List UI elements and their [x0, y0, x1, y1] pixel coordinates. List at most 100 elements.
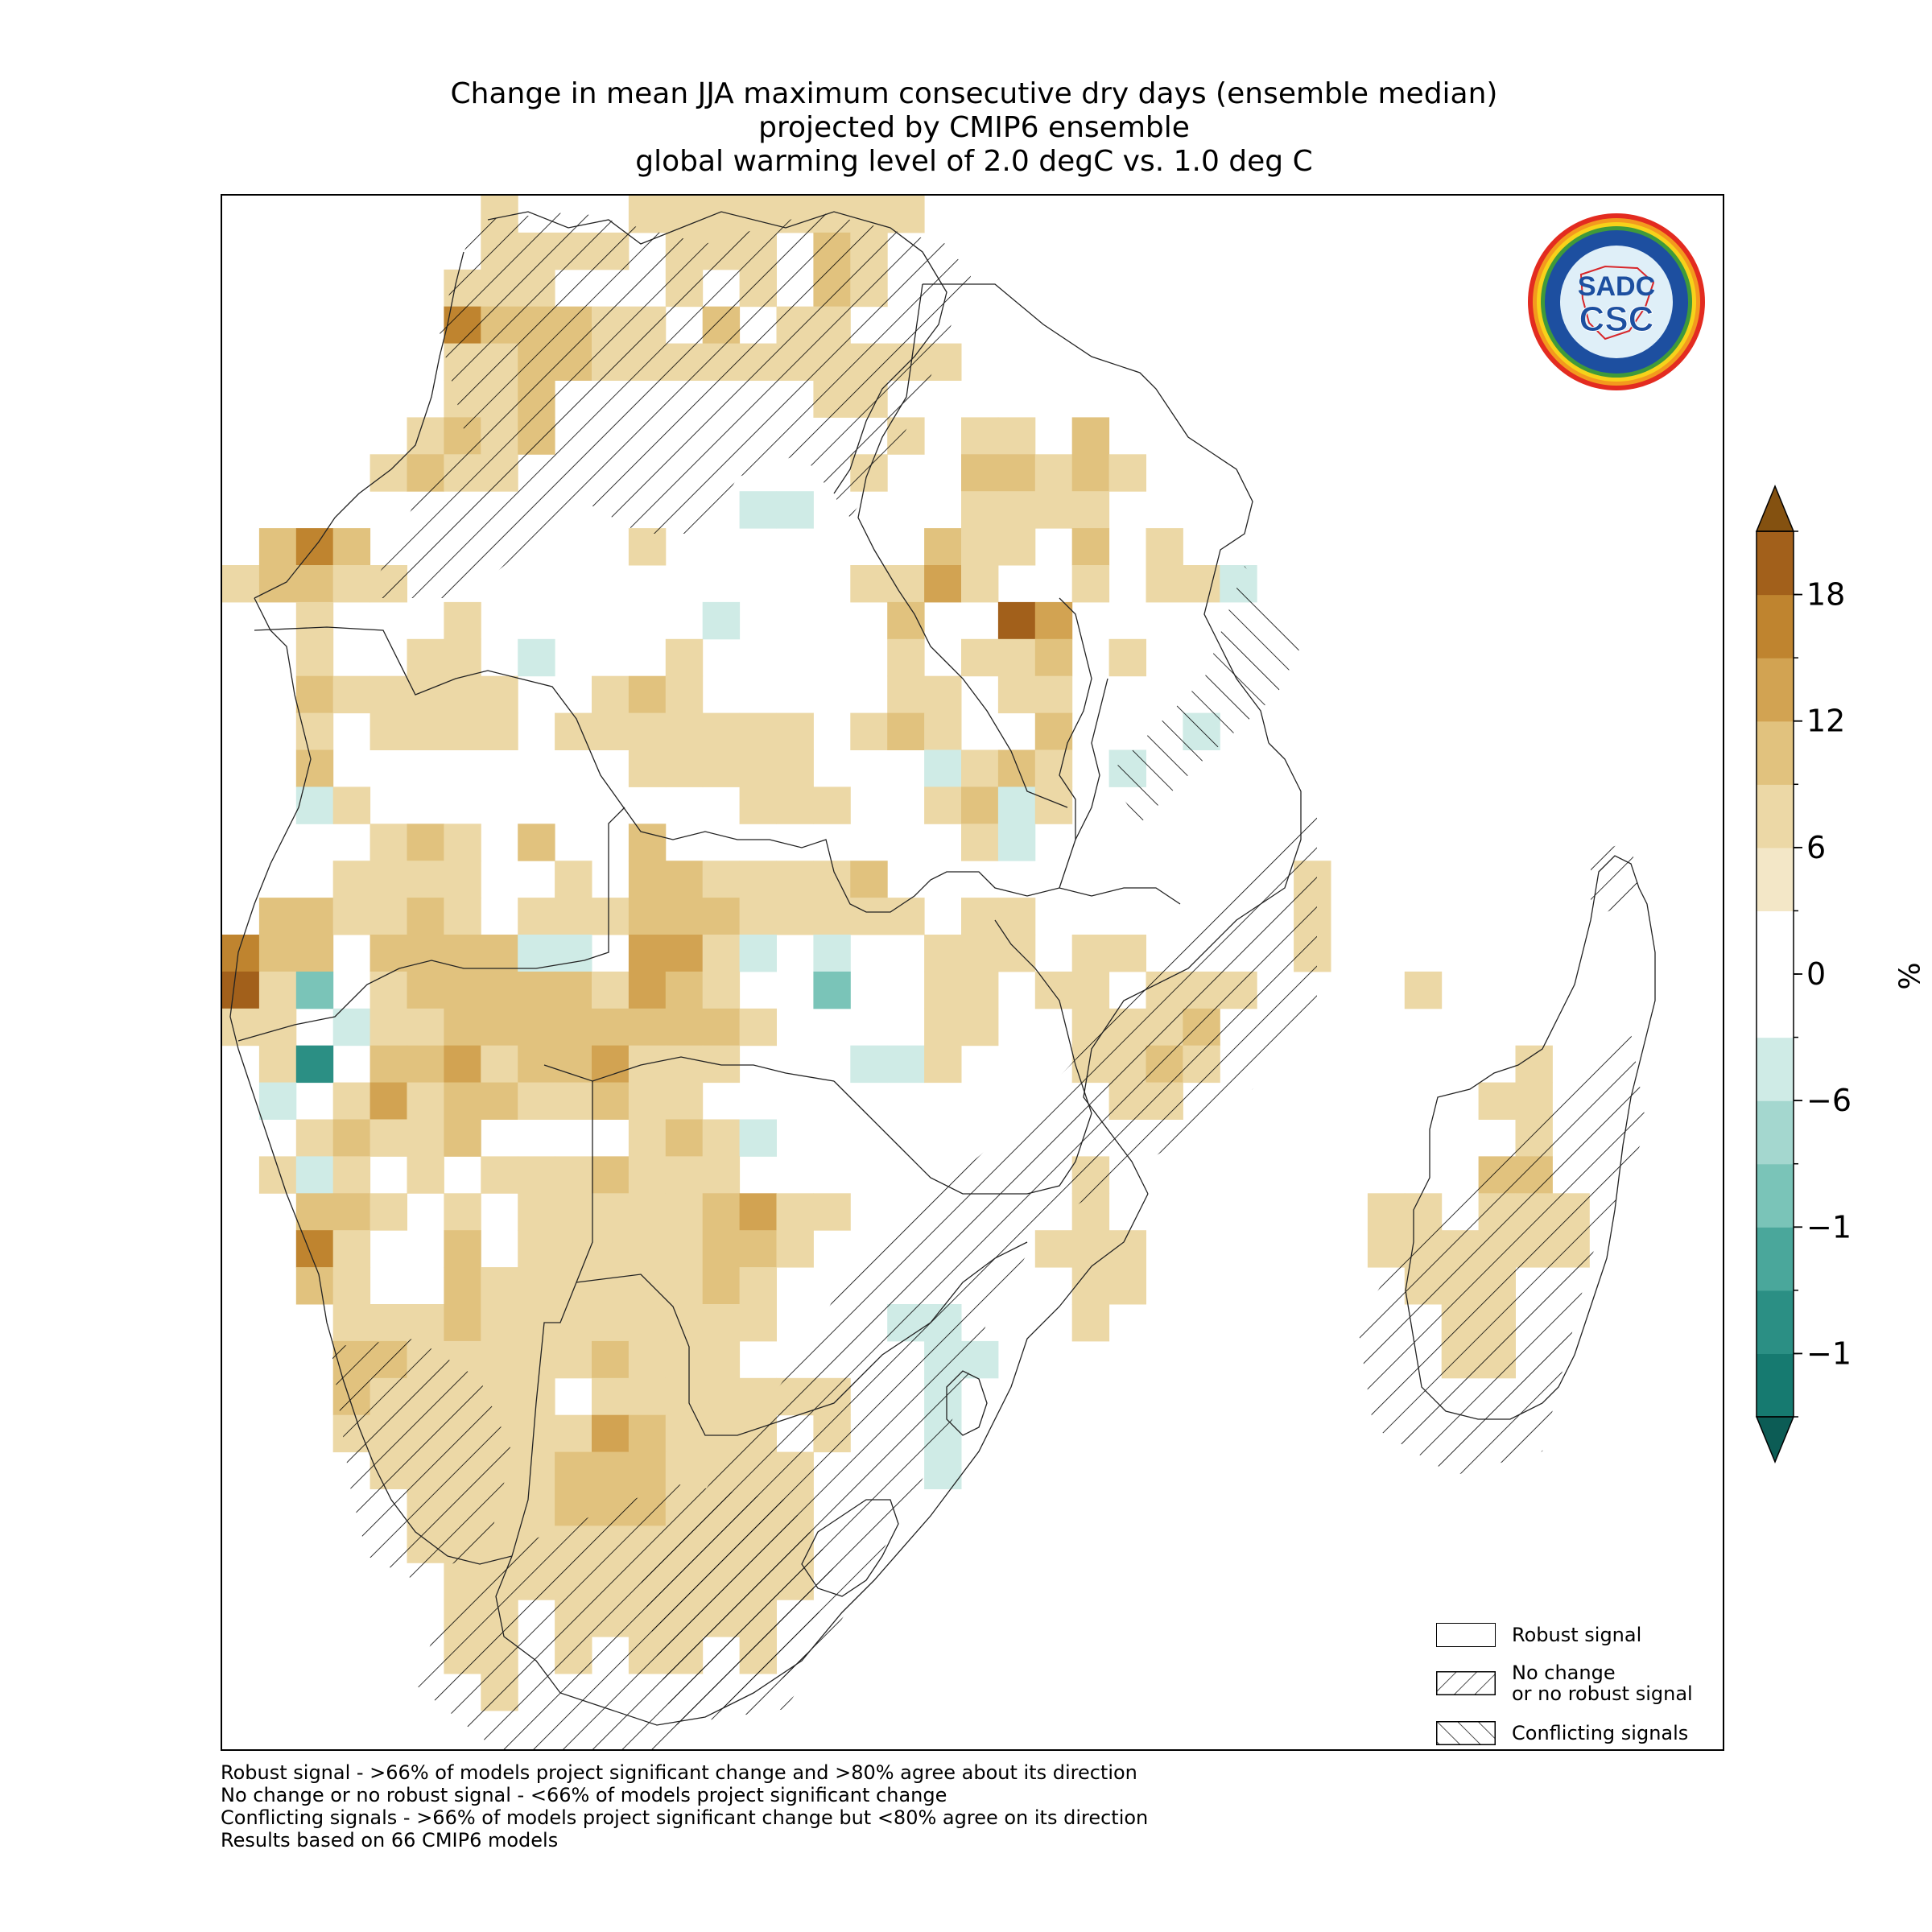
- grid-cell: [258, 1082, 297, 1120]
- grid-cell: [997, 638, 1036, 677]
- grid-cell: [702, 196, 741, 233]
- grid-cell: [665, 712, 704, 750]
- grid-cell: [332, 1119, 371, 1157]
- grid-cell: [702, 1156, 741, 1194]
- border-zimbabwe: [833, 919, 1092, 1195]
- grid-cell: [444, 861, 481, 898]
- grid-cell: [295, 565, 334, 603]
- border-south-coast: [495, 1193, 1149, 1726]
- grid-cell: [665, 1377, 704, 1416]
- grid-cell: [739, 786, 777, 824]
- grid-cell: [702, 1119, 741, 1157]
- grid-cell: [961, 528, 999, 566]
- grid-cell: [518, 1045, 555, 1084]
- grid-cell: [850, 861, 888, 898]
- grid-cell: [1034, 491, 1073, 529]
- grid-cell: [481, 1304, 518, 1342]
- grid-cell: [407, 898, 444, 935]
- grid-cell: [739, 1230, 777, 1268]
- grid-cell: [407, 417, 444, 455]
- grid-cell: [739, 1193, 777, 1231]
- grid-cell: [702, 935, 741, 972]
- grid-cell: [592, 1156, 630, 1194]
- grid-cell: [369, 712, 407, 750]
- grid-cell: [481, 1008, 518, 1046]
- grid-cell: [665, 749, 704, 787]
- grid-cell: [628, 712, 667, 750]
- grid-cell: [997, 675, 1036, 714]
- colorbar-segment: [1757, 784, 1794, 848]
- grid-cell: [1108, 454, 1146, 492]
- grid-cell: [407, 1045, 444, 1084]
- grid-cell: [850, 712, 888, 750]
- grid-cell: [444, 1304, 481, 1342]
- grid-cell: [776, 786, 814, 824]
- colorbar-unit-label: %: [1893, 962, 1927, 990]
- grid-cell: [628, 1156, 667, 1194]
- legend-swatch-robust: [1436, 1623, 1496, 1647]
- grid-cell: [295, 1156, 334, 1194]
- grid-cell: [924, 786, 962, 824]
- grid-cell: [444, 898, 481, 935]
- grid-cell: [702, 971, 741, 1009]
- hatch-madagascar-north: [1591, 840, 1639, 920]
- grid-cell: [332, 1082, 371, 1120]
- border-madagascar: [1405, 855, 1656, 1420]
- grid-cell: [628, 1451, 667, 1489]
- legend-label-conflicting: Conflicting signals: [1512, 1722, 1689, 1744]
- border-botswana-sa: [576, 1241, 1028, 1436]
- grid-cell: [518, 1267, 555, 1305]
- grid-cell: [924, 1045, 962, 1084]
- grid-cell: [702, 749, 741, 787]
- grid-cell: [702, 1193, 741, 1231]
- grid-cell: [555, 1267, 592, 1305]
- grid-cell: [332, 675, 371, 714]
- grid-cell: [295, 971, 334, 1009]
- grid-cell: [776, 1230, 814, 1268]
- grid-cell: [665, 861, 704, 898]
- grid-cell: [332, 565, 371, 603]
- grid-cell: [739, 1304, 777, 1342]
- grid-cell: [407, 861, 444, 898]
- grid-cell: [369, 454, 407, 492]
- colorbar-tick-label: −12: [1806, 1209, 1852, 1245]
- grid-cell: [665, 1340, 704, 1379]
- grid-cell: [1034, 749, 1073, 787]
- grid-cell: [444, 638, 481, 677]
- grid-cell: [1071, 454, 1110, 492]
- grid-cell: [555, 1304, 592, 1342]
- grid-cell: [518, 1230, 555, 1268]
- grid-cell: [665, 1119, 704, 1157]
- grid-cell: [1071, 528, 1110, 566]
- grid-cell: [702, 601, 741, 640]
- footnote-1: Robust signal - >66% of models project s…: [221, 1761, 1137, 1784]
- footnotes: Robust signal - >66% of models project s…: [221, 1761, 1148, 1852]
- footnote-3: Conflicting signals - >66% of models pro…: [221, 1806, 1149, 1829]
- grid-cell: [518, 1193, 555, 1231]
- grid-cell: [739, 749, 777, 787]
- grid-cell: [665, 1414, 704, 1453]
- grid-cell: [444, 1045, 481, 1084]
- grid-cell: [997, 491, 1036, 529]
- grid-cell: [776, 491, 814, 529]
- grid-cell: [369, 675, 407, 714]
- grid-cell: [924, 712, 962, 750]
- grid-cell: [961, 491, 999, 529]
- grid-cell: [665, 935, 704, 972]
- border-namibia-botswana: [543, 1056, 835, 1082]
- grid-cell: [295, 638, 334, 677]
- border-angola-coast: [229, 597, 312, 1050]
- colorbar-segment: [1757, 594, 1794, 658]
- hatch-north-central: [367, 212, 971, 598]
- grid-cell: [1108, 1267, 1146, 1305]
- grid-cell: [665, 196, 704, 233]
- grid-cell: [444, 1267, 481, 1305]
- map-frame: SADC CSC Robust signal No change or no r…: [221, 194, 1724, 1751]
- colorbar: 18 12 6 0 −6 −12 −18: [1755, 485, 1852, 1463]
- grid-cell: [924, 749, 962, 787]
- grid-cell: [258, 1156, 297, 1194]
- colorbar-tick-label: 18: [1806, 577, 1845, 613]
- grid-cell: [924, 675, 962, 714]
- grid-cell: [332, 861, 371, 898]
- grid-cell: [295, 1193, 334, 1231]
